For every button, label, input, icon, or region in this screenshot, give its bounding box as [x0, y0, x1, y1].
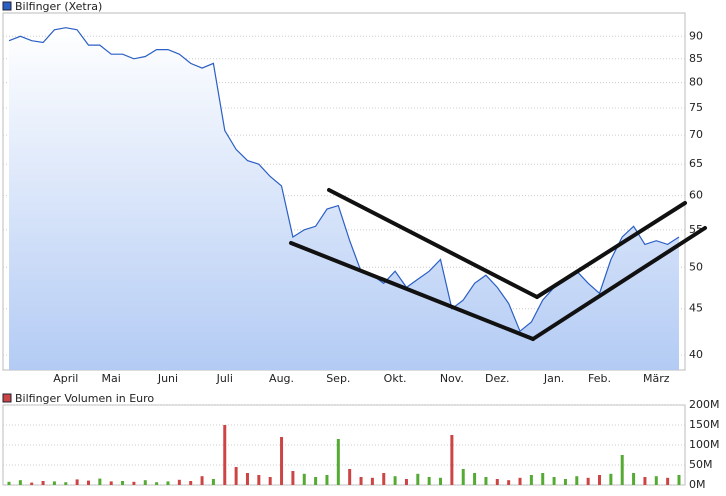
x-tick-label: März [643, 372, 670, 385]
legend-swatch [2, 393, 12, 403]
x-tick-label: Sep. [326, 372, 350, 385]
volume-bar [393, 476, 397, 485]
volume-bar [404, 479, 408, 485]
x-tick-label: Dez. [485, 372, 510, 385]
volume-bar [609, 473, 613, 485]
volume-bar [518, 477, 522, 485]
volume-bar [382, 473, 386, 485]
y-tick-label: 45 [689, 302, 703, 315]
trend-line [327, 188, 539, 299]
volume-bar [245, 473, 249, 485]
x-tick-label: Mai [102, 372, 121, 385]
y-tick-label: 50M [689, 458, 713, 471]
volume-bar [314, 477, 318, 485]
volume-bar [200, 476, 204, 485]
volume-bar [643, 477, 647, 485]
y-tick-label: 50 [689, 260, 703, 273]
volume-bar [211, 479, 215, 485]
volume-bar [98, 478, 102, 485]
volume-bar [302, 473, 306, 485]
y-tick-label: 150M [689, 418, 720, 431]
volume-bar [325, 475, 329, 485]
volume-bar [280, 437, 284, 485]
y-tick-label: 90 [689, 29, 703, 42]
volume-bar [336, 439, 340, 485]
volume-bar [654, 476, 658, 485]
volume-bar [461, 469, 465, 485]
volume-bar [541, 473, 545, 485]
y-tick-label: 0M [689, 478, 706, 491]
volume-bar [132, 481, 136, 485]
volume-bar [143, 480, 147, 485]
x-tick-label: Okt. [384, 372, 407, 385]
y-tick-label: 60 [689, 189, 703, 202]
x-tick-label: Aug. [269, 372, 294, 385]
legend-swatch [2, 1, 12, 11]
volume-bar [18, 480, 22, 485]
trend-line [535, 201, 687, 299]
legend-label: Bilfinger Volumen in Euro [15, 392, 154, 405]
volume-bar [427, 477, 431, 485]
volume-bar [586, 477, 590, 485]
volume-bar [563, 479, 567, 485]
volume-bar [7, 481, 11, 485]
y-tick-label: 75 [689, 101, 703, 114]
x-tick-label: Jan. [543, 372, 564, 385]
x-tick-label: Feb. [588, 372, 611, 385]
volume-bar [439, 477, 443, 485]
legend-label: Bilfinger (Xetra) [15, 0, 102, 13]
x-tick-label: April [53, 372, 78, 385]
volume-bar [30, 482, 34, 485]
volume-bar [155, 482, 159, 485]
volume-bar [52, 481, 56, 485]
volume-bar [677, 475, 681, 485]
y-tick-label: 100M [689, 438, 720, 451]
volume-bar [620, 455, 624, 485]
volume-bar [495, 479, 499, 485]
x-tick-label: Juli [216, 372, 233, 385]
volume-bar [348, 469, 352, 485]
volume-bar [291, 471, 295, 485]
volume-bar [632, 473, 636, 485]
y-tick-label: 85 [689, 52, 703, 65]
volume-bar [552, 477, 556, 485]
trend-lines [289, 188, 707, 341]
volume-bar [484, 477, 488, 485]
volume-bar [666, 477, 670, 485]
volume-bar [41, 481, 45, 485]
volume-bar [575, 476, 579, 485]
volume-bar [450, 435, 454, 485]
volume-bar [177, 479, 181, 485]
volume-bar [234, 467, 238, 485]
volume-bar [507, 480, 511, 485]
volume-bar [268, 477, 272, 485]
volume-bar [598, 475, 602, 485]
y-tick-label: 40 [689, 348, 703, 361]
volume-bar [166, 481, 170, 485]
x-tick-label: Juni [157, 372, 178, 385]
y-tick-label: 80 [689, 76, 703, 89]
volume-bar [529, 475, 533, 485]
x-tick-label: Nov. [440, 372, 464, 385]
volume-bar [473, 473, 477, 485]
y-tick-label: 200M [689, 398, 720, 411]
volume-bar [359, 477, 363, 485]
volume-bar [64, 482, 68, 485]
volume-bar [257, 475, 261, 485]
volume-bar [370, 477, 374, 485]
y-tick-label: 65 [689, 157, 703, 170]
area [9, 27, 679, 370]
volume-bar [189, 481, 193, 485]
volume-bar [121, 481, 125, 485]
y-tick-label: 70 [689, 128, 703, 141]
volume-bar [223, 425, 227, 485]
volume-bar [86, 480, 90, 485]
trend-line [289, 241, 535, 341]
volume-bar [75, 479, 79, 485]
volume-bar [109, 481, 113, 485]
volume-bar [416, 473, 420, 485]
trend-line [531, 226, 707, 341]
